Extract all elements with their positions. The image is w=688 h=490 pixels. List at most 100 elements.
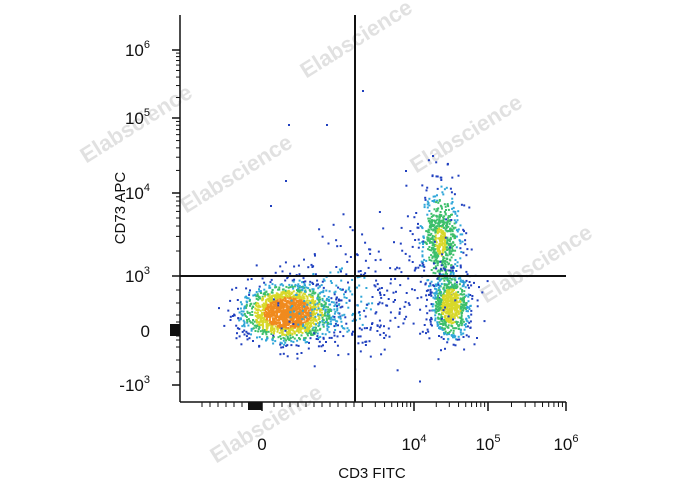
event-dot [437,283,440,286]
y-tick-label: 106 [125,39,150,60]
event-dot [351,332,354,335]
event-dot [438,216,441,219]
event-dot [427,220,430,223]
event-dot [277,321,280,324]
event-dot [437,286,440,289]
event-dot [299,327,302,330]
event-dot [311,302,313,305]
event-dot [330,336,333,339]
event-dot [251,327,254,330]
event-dot [338,312,341,315]
event-dot [297,325,300,328]
event-dot [453,193,456,196]
event-dot [283,297,286,299]
event-dot [418,264,421,267]
event-dot [383,337,386,339]
event-dot [445,265,448,268]
event-dot [458,338,461,341]
event-dot [428,197,431,200]
event-dot [427,239,430,242]
event-dot [299,322,302,325]
event-dot [308,316,311,319]
event-dot [337,271,340,274]
event-dot [446,285,449,288]
event-dot [298,295,300,298]
event-dot [335,296,338,299]
event-dot [239,301,242,304]
event-dot [445,307,448,310]
event-dot [394,268,397,271]
event-dot [315,338,318,340]
event-dot [440,264,443,267]
event-dot [442,246,445,249]
event-dot [446,163,449,166]
event-dot [247,318,250,321]
event-dot [252,340,254,342]
event-dot [465,310,468,313]
event-dot [436,175,439,178]
event-dot [369,355,372,358]
event-dot [282,292,285,295]
event-dot [320,284,323,287]
event-dot [432,242,435,245]
event-dot [340,279,343,282]
event-dot [450,191,453,194]
event-dot [255,321,258,324]
event-dot [257,314,259,317]
event-dot [440,300,443,303]
event-dot [356,253,358,256]
event-dot [458,324,461,326]
event-dot [470,248,473,251]
event-dot [286,306,289,309]
event-dot [360,273,363,276]
event-dot [312,283,315,285]
event-dot [292,329,294,332]
event-dot [302,295,305,298]
event-dot [273,318,276,321]
event-dot [455,295,458,298]
event-dot [451,248,454,251]
event-dot [311,333,314,336]
event-dot [316,329,319,332]
event-dot [245,303,248,306]
event-dot [282,325,285,328]
event-dot [252,319,254,322]
event-dot [455,306,458,309]
event-dot [286,296,289,299]
event-dot [310,319,312,322]
event-dot [437,310,439,312]
event-dot [437,289,440,292]
event-dot [279,329,282,332]
event-dot [293,278,296,281]
event-dot [330,301,333,304]
event-dot [265,299,268,302]
event-dot [315,326,317,329]
event-dot [451,213,453,216]
event-dot [302,301,305,304]
event-dot [304,284,306,287]
event-dot [294,283,297,286]
event-dot [428,248,431,251]
event-dot [441,252,444,254]
event-dot [282,284,285,287]
event-dot [286,277,289,280]
event-dot [421,250,424,253]
event-dot [451,235,454,238]
event-dot [439,269,442,272]
event-dot [438,327,441,330]
event-dot [403,318,406,321]
event-dot [316,302,319,305]
event-dot [345,322,348,325]
event-dot [262,297,264,300]
event-dot [335,239,338,242]
event-dot [443,318,446,321]
event-dot [247,332,250,335]
event-dot [459,293,462,296]
event-dot [342,335,345,338]
event-dot [322,278,325,281]
event-dot [432,195,435,198]
event-dot [318,296,321,299]
event-dot [380,296,383,299]
event-dot [435,302,438,305]
